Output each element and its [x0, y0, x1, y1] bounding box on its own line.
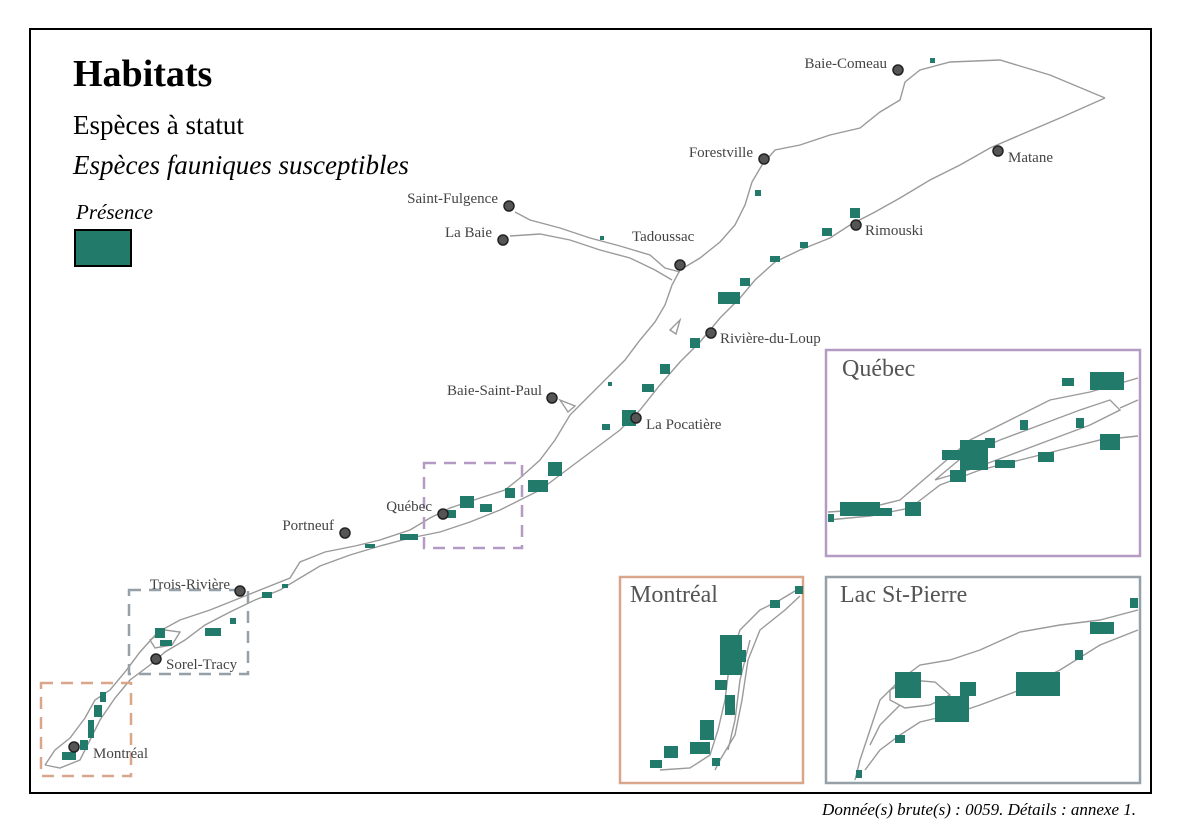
source-note: Donnée(s) brute(s) : 0059. Détails : ann… — [822, 800, 1136, 819]
city-label: Trois-Rivière — [150, 577, 231, 593]
inset-title-quebec: Québec — [842, 356, 915, 382]
inset-box-lacstpierre — [127, 588, 250, 676]
city-label: Sorel-Tracy — [166, 657, 238, 673]
page-title: Habitats — [73, 53, 213, 95]
inset-title-montreal: Montréal — [630, 582, 718, 608]
city-label: Saint-Fulgence — [407, 191, 498, 207]
legend-swatch — [74, 229, 132, 267]
city-label: Forestville — [689, 145, 754, 161]
city-label: Baie-Saint-Paul — [447, 383, 542, 399]
city-label: Rimouski — [865, 223, 923, 239]
inset-lacstpierre: Lac St-Pierre — [824, 575, 1142, 785]
page-subtitle-species: Espèces fauniques susceptibles — [73, 150, 409, 180]
page-subtitle: Espèces à statut — [73, 110, 244, 140]
city-label: La Pocatière — [646, 417, 722, 433]
city-label: Matane — [1008, 150, 1053, 166]
city-markers — [68, 64, 1004, 753]
city-label: Tadoussac — [632, 229, 695, 245]
inset-title-lacstpierre: Lac St-Pierre — [840, 582, 967, 608]
city-label: Baie-Comeau — [805, 56, 888, 72]
city-label: Montréal — [93, 746, 148, 762]
legend-label: Présence — [76, 200, 153, 224]
inset-box-montreal — [39, 681, 133, 778]
inset-montreal: Montréal — [618, 575, 805, 785]
inset-box-quebec — [422, 461, 524, 550]
city-labels: Baie-Comeau Forestville Matane Saint-Ful… — [93, 56, 1053, 762]
city-label: Portneuf — [282, 518, 334, 534]
city-label: La Baie — [445, 225, 492, 241]
inset-quebec: Québec — [824, 348, 1142, 558]
city-label: Québec — [386, 499, 432, 515]
city-label: Rivière-du-Loup — [720, 331, 821, 347]
